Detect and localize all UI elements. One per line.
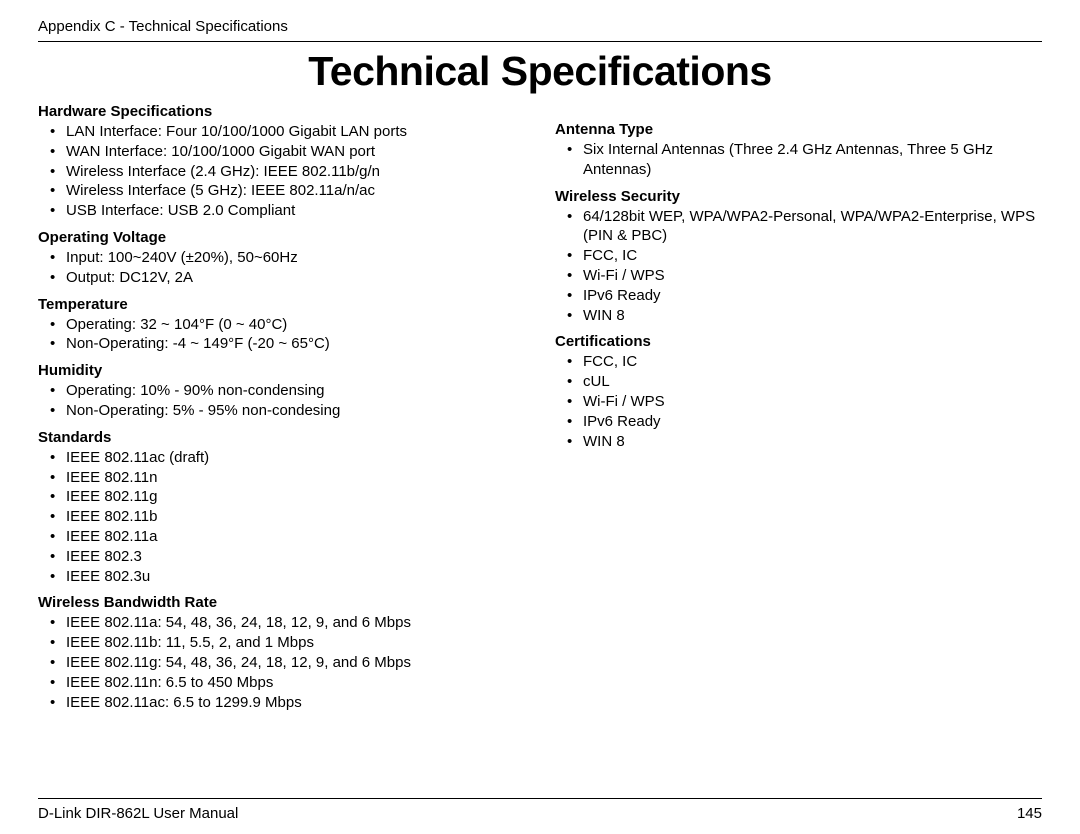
list-item: IEEE 802.3 <box>38 547 525 567</box>
list-item: IPv6 Ready <box>555 412 1042 432</box>
list-item: WIN 8 <box>555 306 1042 326</box>
list-item: IEEE 802.11b: 11, 5.5, 2, and 1 Mbps <box>38 633 525 653</box>
page-header: Appendix C - Technical Specifications <box>38 18 1042 42</box>
section-heading: Humidity <box>38 362 525 379</box>
right-column: Antenna Type Six Internal Antennas (Three… <box>555 103 1042 716</box>
spec-list: IEEE 802.11ac (draft)IEEE 802.11nIEEE 80… <box>38 448 525 587</box>
section-heading: Antenna Type <box>555 121 1042 138</box>
list-item: Wireless Interface (5 GHz): IEEE 802.11a… <box>38 181 525 201</box>
content-columns: Hardware Specifications LAN Interface: Fo… <box>38 103 1042 716</box>
list-item: USB Interface: USB 2.0 Compliant <box>38 201 525 221</box>
list-item: Wi-Fi / WPS <box>555 266 1042 286</box>
left-column: Hardware Specifications LAN Interface: Fo… <box>38 103 525 716</box>
list-item: IEEE 802.11a: 54, 48, 36, 24, 18, 12, 9,… <box>38 613 525 633</box>
list-item: IEEE 802.11n: 6.5 to 450 Mbps <box>38 673 525 693</box>
list-item: IEEE 802.11n <box>38 468 525 488</box>
page-footer: D-Link DIR-862L User Manual 145 <box>38 798 1042 822</box>
section-heading: Temperature <box>38 296 525 313</box>
footer-page-number: 145 <box>1017 805 1042 822</box>
spec-list: Input: 100~240V (±20%), 50~60HzOutput: D… <box>38 248 525 288</box>
list-item: LAN Interface: Four 10/100/1000 Gigabit … <box>38 122 525 142</box>
footer-left: D-Link DIR-862L User Manual <box>38 805 238 822</box>
list-item: IEEE 802.11ac (draft) <box>38 448 525 468</box>
list-item: FCC, IC <box>555 352 1042 372</box>
list-item: WIN 8 <box>555 432 1042 452</box>
section-heading: Wireless Security <box>555 188 1042 205</box>
list-item: Wireless Interface (2.4 GHz): IEEE 802.1… <box>38 162 525 182</box>
list-item: Operating: 32 ~ 104°F (0 ~ 40°C) <box>38 315 525 335</box>
spec-list: Six Internal Antennas (Three 2.4 GHz Ant… <box>555 140 1042 180</box>
spec-list: 64/128bit WEP, WPA/WPA2-Personal, WPA/WP… <box>555 207 1042 326</box>
list-item: Wi-Fi / WPS <box>555 392 1042 412</box>
list-item: 64/128bit WEP, WPA/WPA2-Personal, WPA/WP… <box>555 207 1042 247</box>
page-title: Technical Specifications <box>38 48 1042 95</box>
section-heading: Standards <box>38 429 525 446</box>
list-item: IEEE 802.11ac: 6.5 to 1299.9 Mbps <box>38 693 525 713</box>
list-item: Operating: 10% - 90% non-condensing <box>38 381 525 401</box>
list-item: IEEE 802.11b <box>38 507 525 527</box>
header-text: Appendix C - Technical Specifications <box>38 18 288 35</box>
list-item: IEEE 802.3u <box>38 567 525 587</box>
list-item: IEEE 802.11g <box>38 487 525 507</box>
list-item: Output: DC12V, 2A <box>38 268 525 288</box>
list-item: cUL <box>555 372 1042 392</box>
list-item: Input: 100~240V (±20%), 50~60Hz <box>38 248 525 268</box>
list-item: IPv6 Ready <box>555 286 1042 306</box>
section-heading: Hardware Specifications <box>38 103 525 120</box>
spec-list: Operating: 10% - 90% non-condensingNon-O… <box>38 381 525 421</box>
spec-list: FCC, ICcULWi-Fi / WPSIPv6 ReadyWIN 8 <box>555 352 1042 451</box>
spec-list: IEEE 802.11a: 54, 48, 36, 24, 18, 12, 9,… <box>38 613 525 712</box>
section-heading: Certifications <box>555 333 1042 350</box>
spec-list: LAN Interface: Four 10/100/1000 Gigabit … <box>38 122 525 221</box>
list-item: FCC, IC <box>555 246 1042 266</box>
list-item: Six Internal Antennas (Three 2.4 GHz Ant… <box>555 140 1042 180</box>
spec-list: Operating: 32 ~ 104°F (0 ~ 40°C)Non-Oper… <box>38 315 525 355</box>
list-item: Non-Operating: 5% - 95% non-condesing <box>38 401 525 421</box>
list-item: IEEE 802.11g: 54, 48, 36, 24, 18, 12, 9,… <box>38 653 525 673</box>
section-heading: Operating Voltage <box>38 229 525 246</box>
list-item: WAN Interface: 10/100/1000 Gigabit WAN p… <box>38 142 525 162</box>
list-item: IEEE 802.11a <box>38 527 525 547</box>
section-heading: Wireless Bandwidth Rate <box>38 594 525 611</box>
list-item: Non-Operating: -4 ~ 149°F (-20 ~ 65°C) <box>38 334 525 354</box>
